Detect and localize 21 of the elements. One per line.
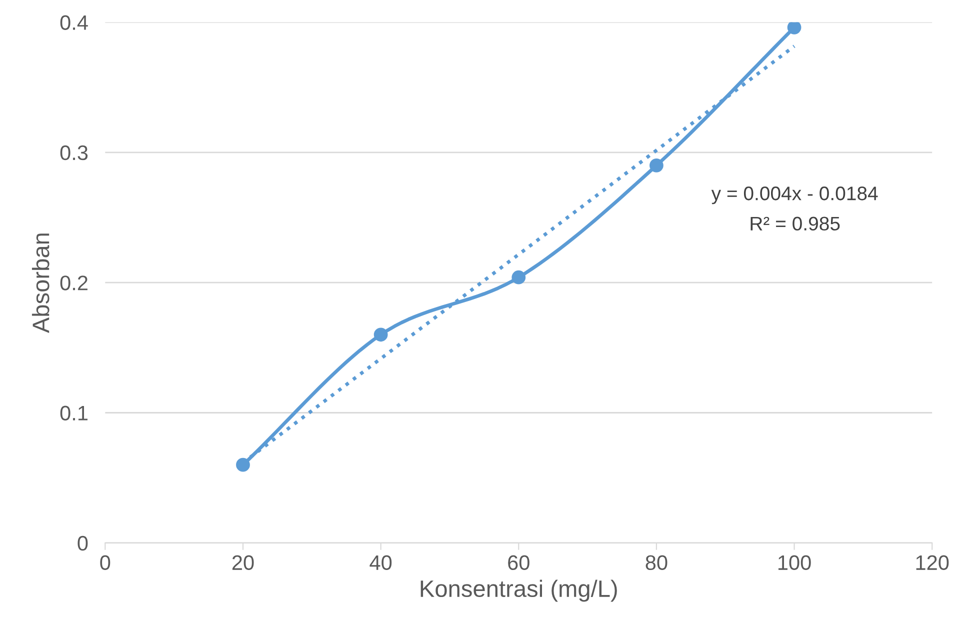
y-tick-label: 0.3 <box>60 145 88 160</box>
annotation: y = 0.004x - 0.0184 <box>711 186 878 204</box>
y-axis-title: Absorban <box>32 234 50 334</box>
x-tick-label: 60 <box>508 555 530 570</box>
y-tick-label: 0.2 <box>60 276 88 290</box>
x-tick-label: 120 <box>916 555 949 570</box>
y-tick-label: 0 <box>78 536 88 551</box>
point <box>512 270 526 284</box>
x-tick-label: 0 <box>100 555 110 570</box>
annotation: R² = 0.985 <box>750 216 840 231</box>
point <box>650 158 664 172</box>
x-tick-label: 40 <box>370 555 392 570</box>
point <box>236 458 250 472</box>
point <box>787 22 802 34</box>
y-tick-label: 0.1 <box>60 406 88 421</box>
x-tick-label: 100 <box>778 555 811 570</box>
x-tick-label: 20 <box>232 555 254 570</box>
x-axis-title: Konsentrasi (mg/L) <box>420 580 617 602</box>
point <box>374 328 388 342</box>
y-tick-label: 0.4 <box>60 15 88 30</box>
x-tick-label: 80 <box>646 555 668 570</box>
